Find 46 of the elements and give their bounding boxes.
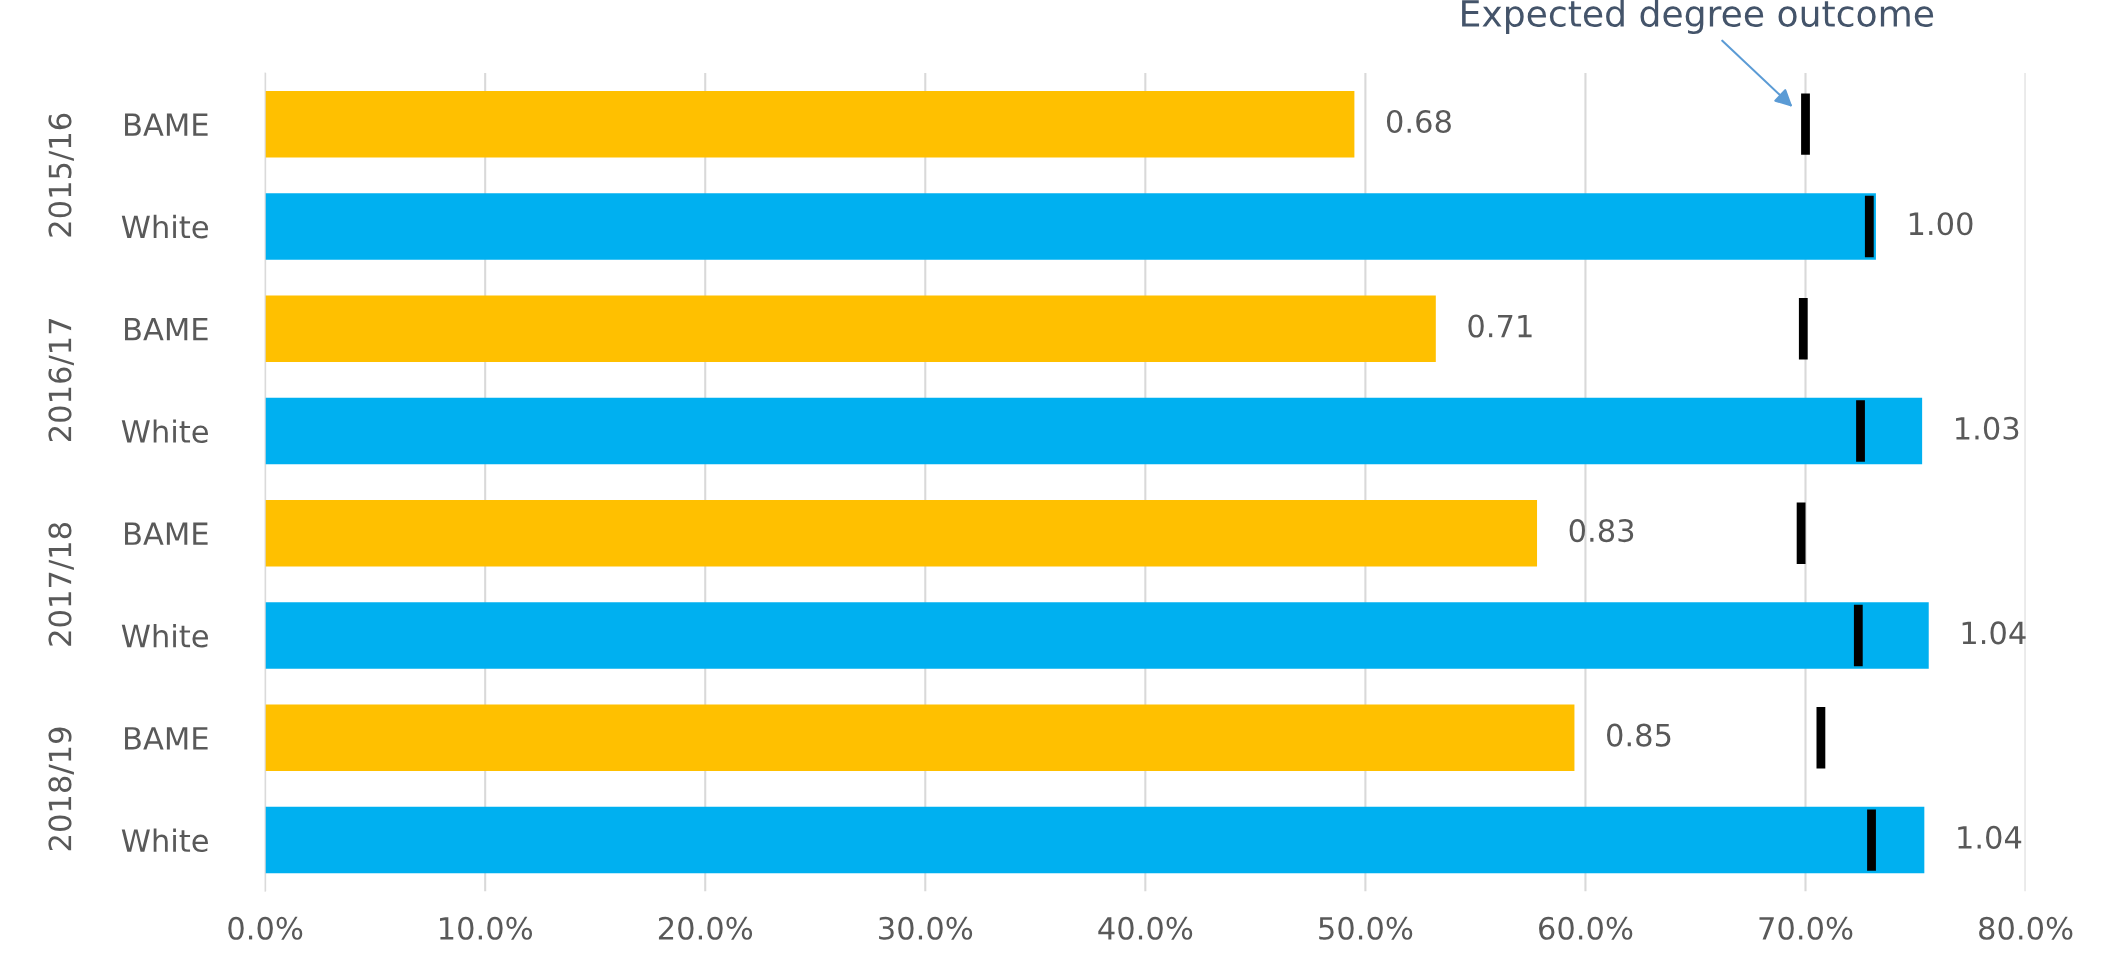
x-tick-label: 50.0% <box>1319 916 1413 940</box>
bar <box>1867 809 1876 871</box>
bar <box>265 602 1929 669</box>
text: 2018/19 <box>48 727 74 851</box>
bar <box>1798 298 1808 360</box>
bar <box>1801 93 1810 155</box>
y-tick-label: BAME <box>125 318 208 341</box>
text: 2016/17 <box>48 319 74 442</box>
annotation: 1.00 <box>1909 212 1973 236</box>
annotation: 0.85 <box>1607 723 1671 747</box>
x-tick-label: 70.0% <box>1759 916 1853 940</box>
y-tick-label: BAME <box>125 522 208 545</box>
bar <box>265 500 1538 567</box>
y-tick-label: BAME <box>125 727 208 750</box>
annotation: 1.03 <box>1956 416 2019 440</box>
x-tick-label: 10.0% <box>440 916 533 940</box>
bar <box>265 90 1355 158</box>
text: 2017/18 <box>48 523 74 646</box>
x-tick-label: 60.0% <box>1539 916 1633 940</box>
text: Expected degree outcome <box>1462 0 1934 35</box>
bar <box>265 295 1436 362</box>
bar <box>265 397 1923 465</box>
bar <box>1796 502 1806 564</box>
x-tick-label: 30.0% <box>879 916 973 940</box>
bar <box>1816 707 1826 769</box>
text: 2015/16 <box>48 113 74 237</box>
y-tick-label: White <box>121 419 208 444</box>
annotation: 0.68 <box>1386 109 1451 134</box>
annotation: 0.71 <box>1468 314 1532 338</box>
bar <box>1853 604 1863 667</box>
x-tick-label: 80.0% <box>1979 916 2073 940</box>
bar <box>1856 400 1865 462</box>
x-tick-label: 40.0% <box>1098 916 1193 940</box>
x-tick-label: 0.0% <box>228 916 303 940</box>
annotation: 1.04 <box>1962 621 2026 645</box>
y-tick-label: White <box>121 623 208 648</box>
bar <box>1864 195 1874 258</box>
x-tick-label: 20.0% <box>658 916 753 940</box>
y-tick-label: White <box>121 214 208 239</box>
annotation: 1.04 <box>1958 825 2022 849</box>
y-tick-label: BAME <box>125 113 208 136</box>
bar <box>265 704 1575 772</box>
annotation: 0.83 <box>1569 519 1634 543</box>
bar <box>265 193 1876 260</box>
y-tick-label: White <box>121 828 208 853</box>
bar <box>265 806 1925 874</box>
